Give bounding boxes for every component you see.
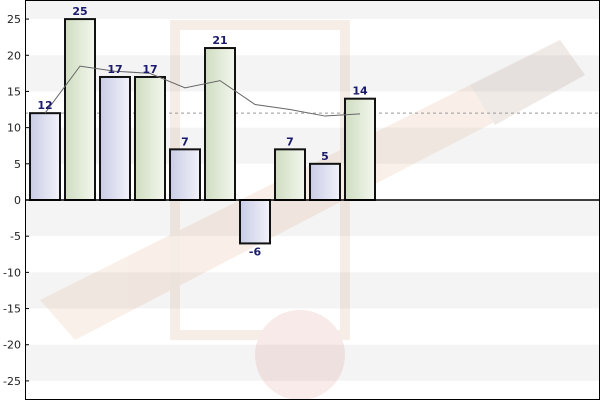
bar-series [29,18,376,245]
bar [274,148,306,202]
trend-line-path [44,65,361,117]
grid-band [25,1,599,20]
y-tick-label: 25 [7,13,21,26]
y-tick-label: 0 [14,194,21,207]
bar [169,148,201,202]
bar [344,97,376,201]
bar-value-label: 12 [37,99,52,112]
grid-band [25,308,599,345]
trend-line [44,65,361,117]
bar-value-label: 7 [286,135,294,148]
bar [99,75,131,201]
bar-value-label: 25 [72,5,87,18]
bar-value-label: 5 [321,150,329,163]
y-tick-label: 5 [14,158,21,171]
y-tick-label: -15 [3,303,21,316]
y-tick-label: -5 [10,230,21,243]
y-tick-label: 15 [7,85,21,98]
bar-value-label: 17 [107,63,122,76]
bar-value-label: 21 [212,34,227,47]
y-tick-label: 20 [7,49,21,62]
y-tick-label: -10 [3,266,21,279]
y-tick-label: -20 [3,339,21,352]
bar [64,18,96,201]
bar-value-label: -6 [249,245,262,258]
grid-band [25,19,599,56]
data-labels: 12 25 17 17 7 21 -6 7 5 14 [37,5,368,258]
bar [204,47,236,201]
bar-value-label: 14 [352,85,368,98]
grid-band [25,344,599,381]
grid-band [25,380,599,399]
bar [29,112,61,201]
bar-value-label: 7 [181,135,189,148]
y-tick-label: 10 [7,122,21,135]
bar [134,75,166,201]
grid-band [25,272,599,309]
y-tick-label: -25 [3,375,21,388]
bar [309,162,341,201]
y-axis: 25 20 15 10 5 0 -5 -10 -15 -20 -25 [3,13,29,388]
grid-band [25,200,599,237]
bar [239,199,271,245]
bar-value-label: 17 [142,63,157,76]
grid-band [25,236,599,273]
